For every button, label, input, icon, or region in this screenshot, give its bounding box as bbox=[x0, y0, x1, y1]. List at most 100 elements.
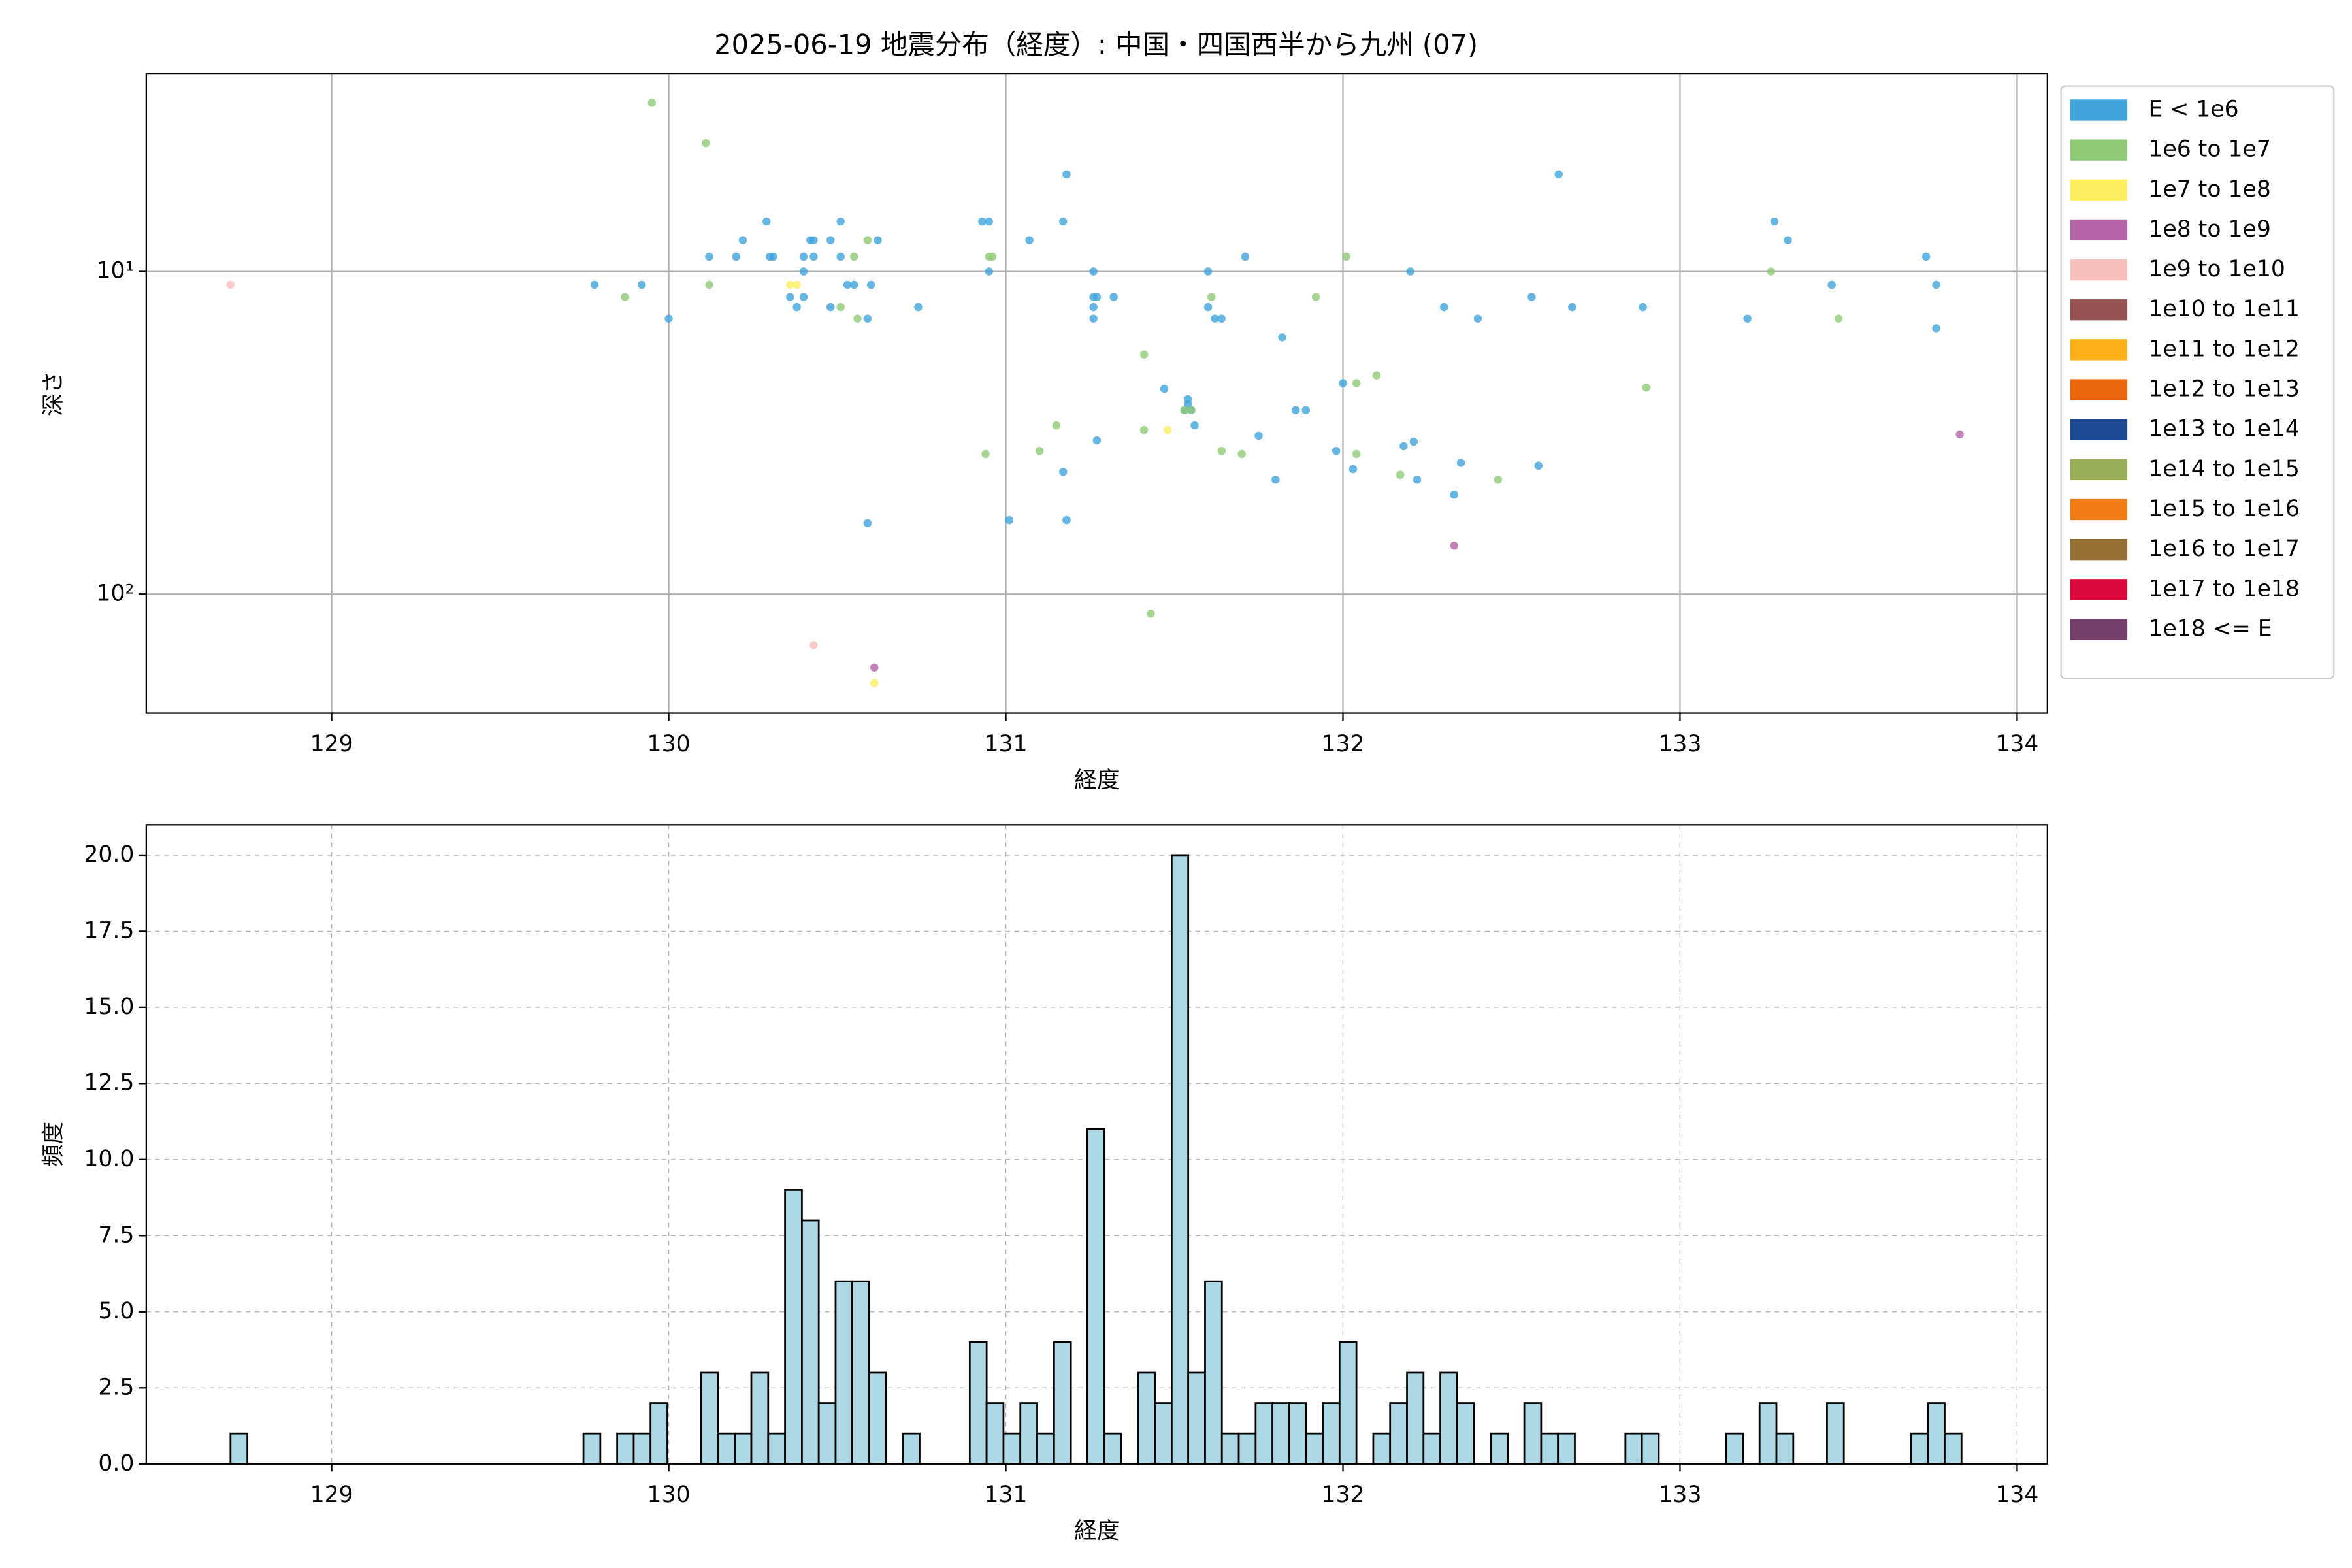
point bbox=[738, 236, 747, 244]
point bbox=[809, 236, 818, 244]
legend-label: 1e17 to 1e18 bbox=[2148, 576, 2299, 602]
point bbox=[1348, 465, 1358, 474]
point bbox=[1767, 267, 1775, 276]
legend-label: 1e18 <= E bbox=[2148, 615, 2272, 642]
point bbox=[1237, 449, 1246, 459]
bar bbox=[649, 1402, 668, 1465]
point bbox=[1254, 431, 1263, 440]
x-tick-label: 132 bbox=[1321, 1482, 1364, 1508]
point bbox=[590, 280, 599, 289]
bar bbox=[1271, 1402, 1290, 1465]
bar bbox=[1439, 1371, 1458, 1465]
legend-label: 1e9 to 1e10 bbox=[2148, 256, 2285, 282]
point bbox=[1062, 515, 1071, 525]
point bbox=[799, 293, 808, 301]
point bbox=[638, 280, 646, 289]
point bbox=[1163, 425, 1172, 434]
point bbox=[870, 679, 879, 687]
point bbox=[836, 302, 845, 312]
point bbox=[732, 252, 741, 261]
point bbox=[1450, 541, 1458, 550]
point bbox=[978, 217, 987, 226]
point bbox=[1278, 333, 1286, 342]
legend-box bbox=[2060, 85, 2335, 679]
point bbox=[1292, 406, 1300, 414]
x-tick-label: 129 bbox=[310, 731, 353, 757]
bar bbox=[734, 1432, 753, 1465]
point bbox=[1331, 446, 1341, 455]
point bbox=[705, 280, 713, 289]
point bbox=[1456, 459, 1465, 467]
bar bbox=[1086, 1128, 1105, 1465]
point bbox=[1092, 293, 1102, 301]
point bbox=[1217, 314, 1226, 323]
point bbox=[853, 314, 862, 323]
bar bbox=[1305, 1432, 1324, 1465]
point bbox=[866, 280, 875, 289]
point bbox=[1339, 379, 1347, 387]
point bbox=[1217, 446, 1226, 455]
bar bbox=[1775, 1432, 1795, 1465]
bar bbox=[1389, 1402, 1408, 1465]
x-tick-label: 129 bbox=[310, 1482, 353, 1508]
point bbox=[1160, 384, 1169, 393]
legend-label: 1e15 to 1e16 bbox=[2148, 496, 2299, 522]
point bbox=[1059, 467, 1068, 476]
point bbox=[981, 449, 990, 459]
point bbox=[1109, 293, 1118, 301]
point bbox=[1827, 280, 1836, 289]
bar bbox=[632, 1432, 652, 1465]
point bbox=[1568, 302, 1576, 312]
bar bbox=[1338, 1341, 1358, 1465]
point bbox=[914, 302, 923, 312]
bar bbox=[616, 1432, 635, 1465]
point bbox=[1921, 252, 1931, 261]
point bbox=[1092, 436, 1102, 445]
point bbox=[1139, 425, 1149, 434]
point bbox=[1932, 324, 1940, 333]
y-tick-label: 7.5 bbox=[98, 1222, 134, 1248]
point bbox=[1352, 379, 1361, 387]
legend-swatch bbox=[2070, 379, 2128, 400]
point bbox=[1372, 371, 1381, 380]
bar bbox=[1490, 1432, 1509, 1465]
bar bbox=[1137, 1371, 1156, 1465]
point bbox=[1025, 236, 1034, 244]
bar bbox=[1187, 1371, 1206, 1465]
y-tick-label: 20.0 bbox=[84, 841, 134, 868]
y-tick-label: 15.0 bbox=[84, 994, 134, 1020]
bar bbox=[1220, 1432, 1240, 1465]
point bbox=[1473, 314, 1482, 323]
point bbox=[1059, 217, 1068, 226]
point bbox=[1342, 252, 1350, 261]
legend-label: 1e10 to 1e11 bbox=[2148, 296, 2299, 322]
bar bbox=[717, 1432, 736, 1465]
point bbox=[1089, 267, 1098, 276]
point bbox=[826, 236, 835, 244]
bar bbox=[1540, 1432, 1560, 1465]
point bbox=[826, 302, 835, 312]
bar bbox=[1456, 1402, 1475, 1465]
bar bbox=[902, 1432, 921, 1465]
bar bbox=[1422, 1432, 1441, 1465]
point bbox=[985, 267, 993, 276]
bar bbox=[1641, 1432, 1660, 1465]
bar bbox=[1523, 1402, 1543, 1465]
bar bbox=[868, 1371, 887, 1465]
point bbox=[1770, 217, 1779, 226]
point bbox=[809, 641, 818, 649]
point bbox=[786, 280, 794, 289]
point bbox=[1955, 430, 1964, 439]
x-tick-label: 132 bbox=[1321, 731, 1364, 757]
point bbox=[792, 280, 801, 289]
legend-swatch bbox=[2070, 579, 2128, 600]
legend-label: 1e11 to 1e12 bbox=[2148, 336, 2299, 362]
point bbox=[1211, 314, 1219, 323]
point bbox=[850, 252, 858, 261]
legend-label: 1e7 to 1e8 bbox=[2148, 176, 2270, 203]
point bbox=[1413, 475, 1422, 484]
y-tick-label: 10¹ bbox=[96, 258, 134, 284]
bar bbox=[1171, 854, 1190, 1465]
